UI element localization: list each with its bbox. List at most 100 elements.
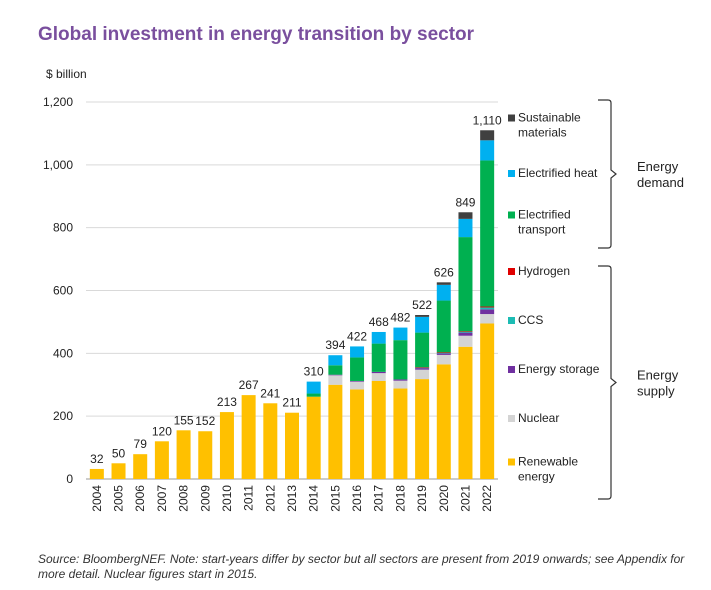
bar-segment [328, 375, 343, 385]
bar-segment [371, 373, 386, 381]
data-label: 849 [455, 195, 475, 209]
bar-segment [458, 331, 473, 332]
legend-label: Nuclear [518, 411, 559, 425]
bar-segment [480, 309, 495, 315]
bar-segment [328, 374, 343, 376]
legend-swatch [508, 170, 515, 177]
data-label: 522 [412, 298, 432, 312]
data-label: 394 [325, 338, 345, 352]
x-tick-label: 2020 [437, 485, 451, 512]
y-tick-label: 200 [53, 409, 73, 423]
bracket-energy-demand [598, 99, 617, 249]
bar-segment [133, 454, 148, 479]
data-label: 50 [112, 446, 126, 460]
legend-label: energy [518, 470, 555, 484]
data-label: 155 [174, 413, 194, 427]
bar-segment [350, 380, 365, 382]
bar-segment [436, 284, 451, 301]
legend-label: Electrified [518, 208, 571, 222]
bar-segment [458, 212, 473, 219]
bar-segment [458, 335, 473, 347]
chart-title: Global investment in energy transition b… [38, 24, 475, 45]
bar-segment [458, 237, 473, 332]
bar-segment [480, 140, 495, 161]
bar-segment [328, 384, 343, 479]
bar-segment [480, 323, 495, 479]
bar-segment [154, 441, 169, 479]
bar-segment [371, 371, 386, 374]
x-tick-label: 2018 [393, 485, 407, 512]
data-label: 241 [260, 386, 280, 400]
x-tick-label: 2022 [480, 485, 494, 512]
data-label: 482 [390, 311, 410, 325]
bar-segment [415, 379, 430, 479]
x-tick-label: 2006 [133, 485, 147, 512]
bar-segment [350, 381, 365, 390]
bar-segment [458, 331, 473, 333]
bar-segment [328, 355, 343, 366]
bar-segment [350, 389, 365, 479]
bar-segment [306, 381, 321, 394]
bar-segment [480, 314, 495, 324]
data-label: 310 [304, 365, 324, 379]
bar-segment [436, 352, 451, 353]
x-tick-label: 2016 [350, 485, 364, 512]
data-label: 626 [434, 265, 454, 279]
x-tick-label: 2015 [328, 485, 342, 512]
legend-label: Electrified heat [518, 166, 598, 180]
bar-segment [436, 300, 451, 353]
legend-label: transport [518, 223, 566, 237]
x-tick-label: 2021 [458, 485, 472, 512]
x-tick-label: 2004 [90, 485, 104, 512]
y-axis-label: $ billion [46, 67, 87, 81]
bracket-energy-supply [598, 265, 617, 500]
y-tick-label: 1,200 [43, 95, 73, 109]
bar-segment [415, 315, 430, 317]
x-tick-label: 2017 [372, 485, 386, 512]
legend-label: Hydrogen [518, 264, 570, 278]
bar-segment [219, 412, 234, 479]
bar-segment [350, 357, 365, 381]
data-label: 468 [369, 315, 389, 329]
bar-segment [393, 379, 408, 381]
legend-label: Energy storage [518, 362, 600, 376]
data-label: 1,110 [473, 113, 502, 127]
bar-segment [263, 403, 278, 479]
x-tick-label: 2014 [307, 485, 321, 512]
x-tick-label: 2010 [220, 485, 234, 512]
bar-segment [415, 367, 430, 369]
bar-segment [480, 130, 495, 141]
bar-segment [480, 306, 495, 308]
bar-segment [436, 354, 451, 365]
bar-segment [458, 332, 473, 336]
data-label: 152 [195, 414, 215, 428]
data-label: 211 [282, 396, 301, 410]
source-note: Source: BloombergNEF. Note: start-years … [38, 552, 685, 581]
x-tick-label: 2011 [242, 485, 256, 511]
bar-segment [415, 332, 430, 368]
y-tick-label: 400 [53, 346, 73, 360]
legend-swatch [508, 366, 515, 373]
bar-segment [393, 380, 408, 389]
legend-swatch [508, 458, 515, 466]
x-tick-label: 2019 [415, 485, 429, 512]
bar-segment [436, 353, 451, 355]
data-label: 120 [152, 424, 172, 438]
group-label: Energy [637, 368, 679, 383]
y-tick-label: 0 [66, 472, 73, 486]
y-tick-label: 800 [53, 221, 73, 235]
bar-segment [415, 367, 430, 368]
x-tick-label: 2009 [198, 485, 212, 512]
group-label: supply [637, 384, 675, 399]
data-label: 79 [134, 437, 148, 451]
bar-segment [436, 364, 451, 479]
bar-segment [371, 331, 386, 344]
group-label: demand [637, 175, 684, 190]
bar-segment [176, 430, 191, 479]
bar-segment [436, 352, 451, 354]
x-tick-label: 2005 [112, 485, 126, 512]
x-tick-label: 2013 [285, 485, 299, 512]
legend-label: Renewable [518, 455, 578, 469]
legend-label: Sustainable [518, 111, 581, 125]
